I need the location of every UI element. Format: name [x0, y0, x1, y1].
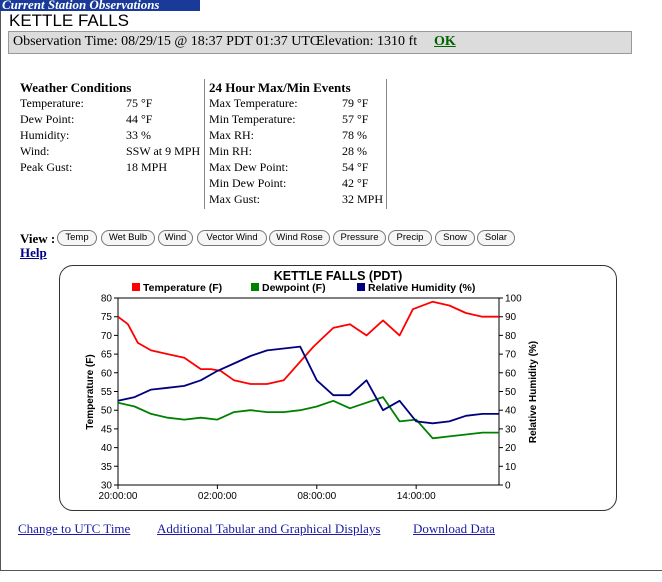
legend-label-temperature: Temperature (F): [143, 282, 222, 294]
y-tick-label: 80: [101, 294, 113, 305]
additional-displays-link[interactable]: Additional Tabular and Graphical Display…: [157, 521, 381, 536]
view-wet-bulb-button[interactable]: Wet Bulb: [101, 230, 155, 246]
maxmin-label: Max Dew Point:: [209, 160, 289, 174]
legend-label-dewpoint: Dewpoint (F): [262, 282, 326, 294]
y-tick-label: 65: [101, 350, 113, 361]
page-header-bar: Current Station Observations: [0, 0, 200, 11]
y2-tick-label: 80: [505, 331, 517, 342]
maxmin-value: 79 °F: [342, 96, 369, 110]
y-axis-label: Temperature (F): [85, 354, 96, 429]
temperature-humidity-chart: KETTLE FALLS (PDT) Temperature (F) Dewpo…: [85, 269, 539, 502]
legend-swatch-temperature: [132, 283, 140, 291]
conditions-label: Humidity:: [20, 128, 70, 142]
maxmin-value: 28 %: [342, 144, 367, 158]
y-tick-label: 55: [101, 387, 113, 398]
y-tick-label: 40: [101, 443, 113, 454]
observation-time: Observation Time: 08/29/15 @ 18:37 PDT 0…: [13, 34, 320, 49]
elevation: Elevation: 1310 ft: [316, 34, 418, 49]
y-tick-label: 35: [101, 462, 113, 473]
frame-border-bottom: [0, 570, 662, 571]
view-pressure-button[interactable]: Pressure: [333, 230, 386, 246]
view-label: View :: [20, 231, 56, 246]
view-wind-rose-button[interactable]: Wind Rose: [269, 230, 330, 246]
view-snow-button[interactable]: Snow: [435, 230, 475, 246]
chart-panel: KETTLE FALLS (PDT) Temperature (F) Dewpo…: [59, 265, 617, 511]
y2-tick-label: 30: [505, 424, 517, 435]
chart-legend: Temperature (F) Dewpoint (F) Relative Hu…: [132, 282, 475, 294]
y2-tick-label: 40: [505, 406, 517, 417]
table-divider: [386, 79, 387, 209]
legend-label-humidity: Relative Humidity (%): [368, 282, 475, 294]
x-tick-label: 08:00:00: [297, 491, 336, 502]
maxmin-label: Max Temperature:: [209, 96, 298, 110]
y2-tick-label: 10: [505, 462, 517, 473]
frame-border-left: [0, 11, 1, 571]
station-name: KETTLE FALLS: [9, 11, 129, 30]
y-tick-label: 50: [101, 406, 113, 417]
maxmin-value: 57 °F: [342, 112, 369, 126]
download-data-link[interactable]: Download Data: [413, 521, 495, 536]
maxmin-label: Max Gust:: [209, 192, 260, 206]
y-tick-label: 60: [101, 368, 113, 379]
maxmin-value: 32 MPH: [342, 192, 384, 206]
legend-swatch-humidity: [357, 283, 365, 291]
conditions-value: 33 %: [126, 128, 151, 142]
conditions-label: Peak Gust:: [20, 160, 73, 174]
y2-tick-label: 0: [505, 481, 511, 492]
x-tick-label: 14:00:00: [397, 491, 436, 502]
y2-tick-label: 20: [505, 443, 517, 454]
view-wind-button[interactable]: Wind: [158, 230, 193, 246]
ok-link[interactable]: OK: [434, 34, 456, 49]
y2-tick-label: 70: [505, 350, 517, 361]
view-solar-button[interactable]: Solar: [477, 230, 515, 246]
chart-title: KETTLE FALLS (PDT): [274, 269, 402, 283]
y2-tick-label: 100: [505, 294, 522, 305]
page-title: Current Station Observations: [2, 0, 160, 11]
conditions-value: 75 °F: [126, 96, 153, 110]
conditions-value: 44 °F: [126, 112, 153, 126]
conditions-label: Wind:: [20, 144, 50, 158]
maxmin-value: 54 °F: [342, 160, 369, 174]
maxmin-value: 42 °F: [342, 176, 369, 190]
conditions-label: Temperature:: [20, 96, 84, 110]
y2-tick-label: 60: [505, 368, 517, 379]
help-link[interactable]: Help: [20, 245, 47, 260]
table-divider: [204, 79, 205, 209]
y2-tick-label: 90: [505, 312, 517, 323]
conditions-value: SSW at 9 MPH: [126, 144, 201, 158]
y-tick-label: 30: [101, 481, 113, 492]
legend-swatch-dewpoint: [251, 283, 259, 291]
maxmin-heading: 24 Hour Max/Min Events: [209, 80, 351, 95]
y-tick-label: 75: [101, 312, 113, 323]
y2-axis-label: Relative Humidity (%): [528, 341, 539, 443]
y-tick-label: 45: [101, 424, 113, 435]
view-precip-button[interactable]: Precip: [388, 230, 432, 246]
conditions-value: 18 MPH: [126, 160, 168, 174]
humidity-series-line: [117, 345, 499, 425]
maxmin-label: Max RH:: [209, 128, 254, 142]
maxmin-label: Min Temperature:: [209, 112, 296, 126]
maxmin-label: Min RH:: [209, 144, 253, 158]
change-utc-link[interactable]: Change to UTC Time: [18, 521, 131, 536]
plot-area: [117, 297, 500, 486]
observation-bar: Observation Time: 08/29/15 @ 18:37 PDT 0…: [8, 31, 632, 54]
x-tick-label: 20:00:00: [99, 491, 138, 502]
dewpoint-series-line: [117, 396, 499, 440]
temperature-series-line: [117, 300, 499, 385]
conditions-label: Dew Point:: [20, 112, 75, 126]
conditions-heading: Weather Conditions: [20, 80, 132, 95]
maxmin-label: Min Dew Point:: [209, 176, 287, 190]
view-temp-button[interactable]: Temp: [57, 230, 97, 246]
y2-tick-label: 50: [505, 387, 517, 398]
x-tick-label: 02:00:00: [198, 491, 237, 502]
maxmin-value: 78 %: [342, 128, 367, 142]
view-vector-wind-button[interactable]: Vector Wind: [197, 230, 267, 246]
y-tick-label: 70: [101, 331, 113, 342]
